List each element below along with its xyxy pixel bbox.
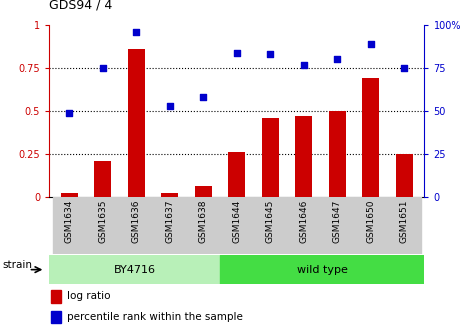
Point bbox=[266, 52, 274, 57]
Bar bbox=[161, 193, 178, 197]
Text: GSM1645: GSM1645 bbox=[266, 200, 275, 243]
Text: GSM1647: GSM1647 bbox=[333, 200, 342, 243]
Text: GSM1637: GSM1637 bbox=[166, 200, 174, 243]
Bar bbox=[187, 197, 220, 254]
Point bbox=[401, 65, 408, 71]
Text: wild type: wild type bbox=[297, 265, 348, 275]
Bar bbox=[53, 197, 86, 254]
Point bbox=[367, 41, 375, 47]
Point bbox=[166, 103, 174, 109]
Bar bbox=[195, 186, 212, 197]
Bar bbox=[228, 152, 245, 197]
Point bbox=[200, 94, 207, 100]
Bar bbox=[86, 197, 120, 254]
Text: GSM1634: GSM1634 bbox=[65, 200, 74, 243]
Text: GSM1636: GSM1636 bbox=[132, 200, 141, 243]
Bar bbox=[51, 290, 61, 302]
Point bbox=[133, 29, 140, 35]
Point bbox=[66, 110, 73, 115]
Bar bbox=[220, 197, 254, 254]
Text: GSM1638: GSM1638 bbox=[199, 200, 208, 243]
Bar bbox=[254, 197, 287, 254]
Bar bbox=[49, 255, 220, 284]
Bar bbox=[363, 78, 379, 197]
Bar bbox=[262, 118, 279, 197]
Bar bbox=[51, 311, 61, 323]
Text: GSM1651: GSM1651 bbox=[400, 200, 409, 243]
Point bbox=[233, 50, 241, 55]
Point bbox=[300, 62, 308, 67]
Bar bbox=[329, 111, 346, 197]
Bar bbox=[321, 197, 354, 254]
Text: GSM1646: GSM1646 bbox=[299, 200, 308, 243]
Text: GSM1650: GSM1650 bbox=[366, 200, 375, 243]
Bar bbox=[396, 154, 413, 197]
Text: GSM1635: GSM1635 bbox=[98, 200, 107, 243]
Text: strain: strain bbox=[2, 260, 32, 270]
Bar bbox=[94, 161, 111, 197]
Point bbox=[333, 57, 341, 62]
Point bbox=[99, 65, 106, 71]
Bar bbox=[120, 197, 153, 254]
Text: log ratio: log ratio bbox=[67, 291, 110, 301]
Text: GSM1644: GSM1644 bbox=[232, 200, 242, 243]
Bar bbox=[354, 197, 387, 254]
Bar bbox=[295, 116, 312, 197]
Bar bbox=[61, 193, 78, 197]
Bar bbox=[128, 49, 145, 197]
Bar bbox=[287, 197, 321, 254]
Text: percentile rank within the sample: percentile rank within the sample bbox=[67, 312, 242, 322]
Text: BY4716: BY4716 bbox=[113, 265, 156, 275]
Bar bbox=[220, 255, 424, 284]
Text: GDS94 / 4: GDS94 / 4 bbox=[49, 0, 113, 12]
Bar bbox=[153, 197, 187, 254]
Bar bbox=[387, 197, 421, 254]
